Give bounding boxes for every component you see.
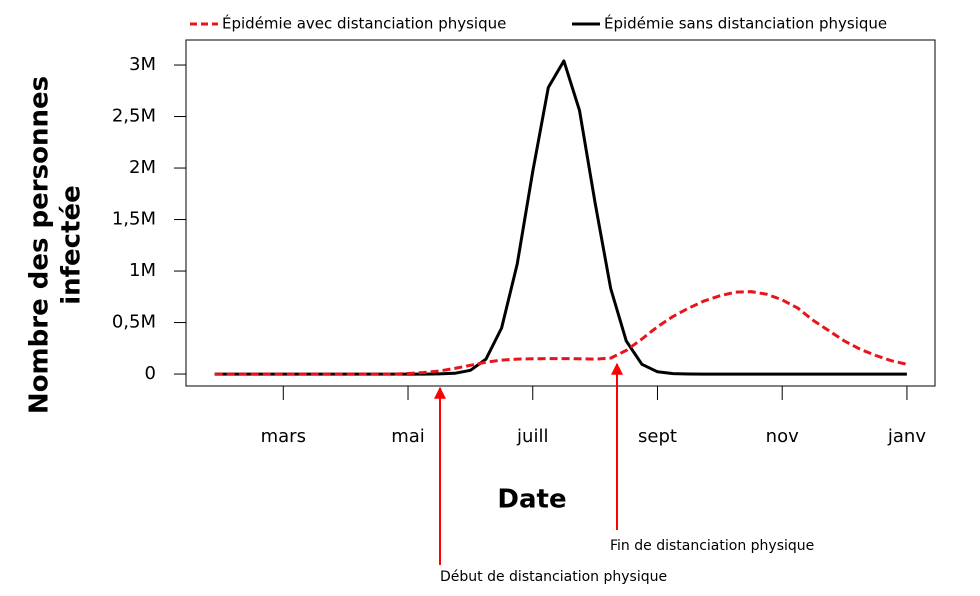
y-tick-label: 1,5M [112,209,156,230]
y-tick-label: 0 [145,363,156,384]
legend-label: Épidémie avec distanciation physique [222,14,506,33]
x-tick-label: juill [516,426,548,447]
x-tick-label: janv [887,426,926,447]
x-axis-label: Date [497,485,566,515]
annotation: Fin de distanciation physique [610,538,814,554]
y-tick-label: 2M [129,157,156,178]
y-axis-label-line: Nombre des personnes [25,76,55,414]
legend-label: Épidémie sans distanciation physique [604,14,887,33]
series-line [214,59,907,376]
y-tick-label: 1M [129,260,156,281]
y-tick-label: 0,5M [112,312,156,333]
plot-frame [185,39,936,387]
y-axis-label: Nombre des personnes infectée [25,76,87,414]
annotation: Début de distanciation physique [440,569,667,585]
x-tick-label: mars [261,426,306,447]
y-tick-label: 2,5M [112,106,156,127]
x-tick-label: mai [391,426,425,447]
series-line [214,290,908,376]
y-tick-label: 3M [129,54,156,75]
y-axis-label-line: infectée [57,185,87,304]
x-tick-label: nov [766,426,799,447]
x-tick-label: sept [638,426,677,447]
